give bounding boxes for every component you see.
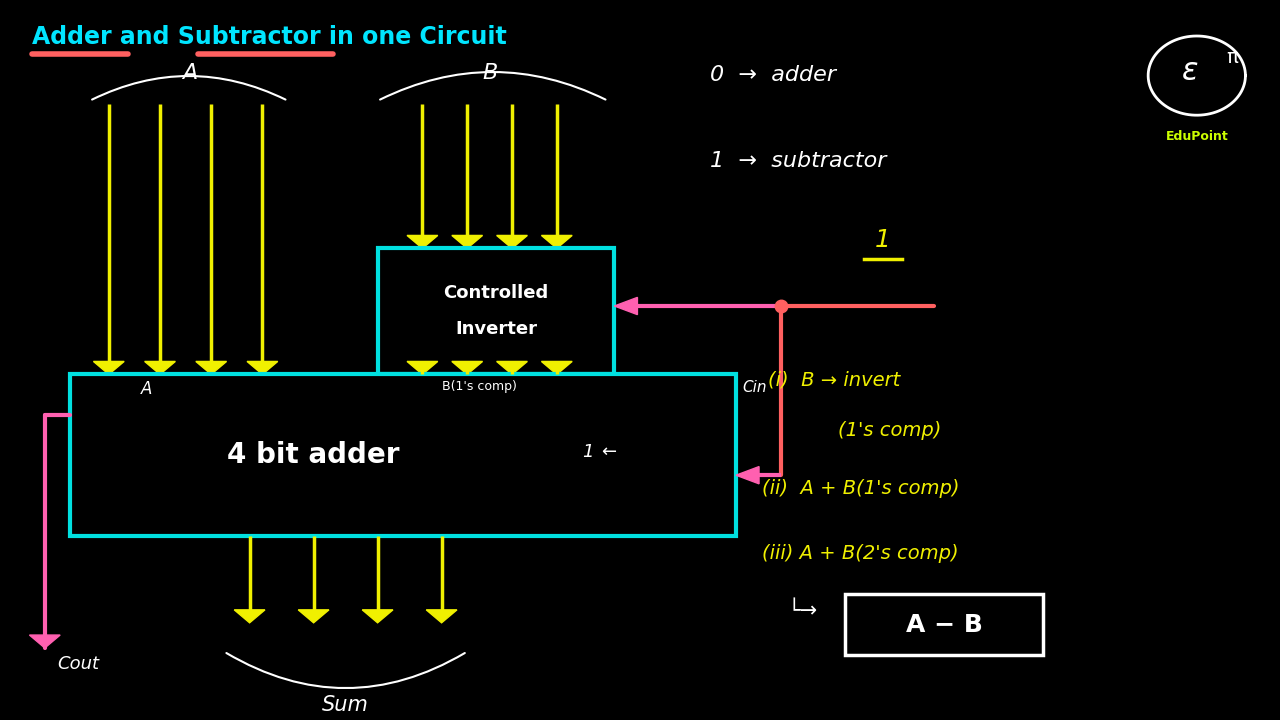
Text: Controlled: Controlled bbox=[443, 284, 549, 302]
Text: π: π bbox=[1226, 48, 1239, 67]
Text: Adder and Subtractor in one Circuit: Adder and Subtractor in one Circuit bbox=[32, 25, 507, 49]
Text: 1: 1 bbox=[582, 443, 594, 461]
Text: ε: ε bbox=[1183, 58, 1198, 86]
Polygon shape bbox=[541, 235, 572, 248]
Text: Sum: Sum bbox=[323, 695, 369, 715]
Text: EduPoint: EduPoint bbox=[1165, 130, 1229, 143]
Polygon shape bbox=[29, 635, 60, 648]
Text: A − B: A − B bbox=[905, 613, 983, 636]
Text: Inverter: Inverter bbox=[454, 320, 538, 338]
Text: (1's comp): (1's comp) bbox=[838, 421, 942, 440]
Polygon shape bbox=[614, 297, 637, 315]
Polygon shape bbox=[247, 361, 278, 374]
Text: 1  →  subtractor: 1 → subtractor bbox=[710, 151, 887, 171]
Polygon shape bbox=[736, 467, 759, 484]
Text: ←: ← bbox=[602, 443, 617, 461]
Polygon shape bbox=[234, 610, 265, 623]
Polygon shape bbox=[452, 361, 483, 374]
Polygon shape bbox=[452, 235, 483, 248]
Polygon shape bbox=[541, 361, 572, 374]
FancyBboxPatch shape bbox=[378, 248, 614, 374]
Polygon shape bbox=[407, 235, 438, 248]
Text: (i)  B → invert: (i) B → invert bbox=[768, 371, 900, 390]
FancyBboxPatch shape bbox=[70, 374, 736, 536]
Polygon shape bbox=[497, 235, 527, 248]
Polygon shape bbox=[497, 361, 527, 374]
Text: Cout: Cout bbox=[58, 655, 100, 673]
Polygon shape bbox=[362, 610, 393, 623]
FancyBboxPatch shape bbox=[845, 594, 1043, 655]
Text: A: A bbox=[141, 380, 152, 398]
Polygon shape bbox=[93, 361, 124, 374]
Text: A: A bbox=[182, 63, 197, 83]
Polygon shape bbox=[196, 361, 227, 374]
Polygon shape bbox=[426, 610, 457, 623]
Text: Cin: Cin bbox=[742, 380, 767, 395]
Text: └→: └→ bbox=[787, 601, 818, 621]
Polygon shape bbox=[407, 361, 438, 374]
Text: B: B bbox=[483, 63, 498, 83]
Text: 0  →  adder: 0 → adder bbox=[710, 65, 836, 85]
Text: (iii) A + B(2's comp): (iii) A + B(2's comp) bbox=[762, 544, 959, 562]
Text: B(1's comp): B(1's comp) bbox=[442, 380, 516, 393]
Polygon shape bbox=[145, 361, 175, 374]
Polygon shape bbox=[298, 610, 329, 623]
Text: (ii)  A + B(1's comp): (ii) A + B(1's comp) bbox=[762, 479, 959, 498]
Text: 1: 1 bbox=[876, 228, 891, 252]
Text: 4 bit adder: 4 bit adder bbox=[228, 441, 399, 469]
